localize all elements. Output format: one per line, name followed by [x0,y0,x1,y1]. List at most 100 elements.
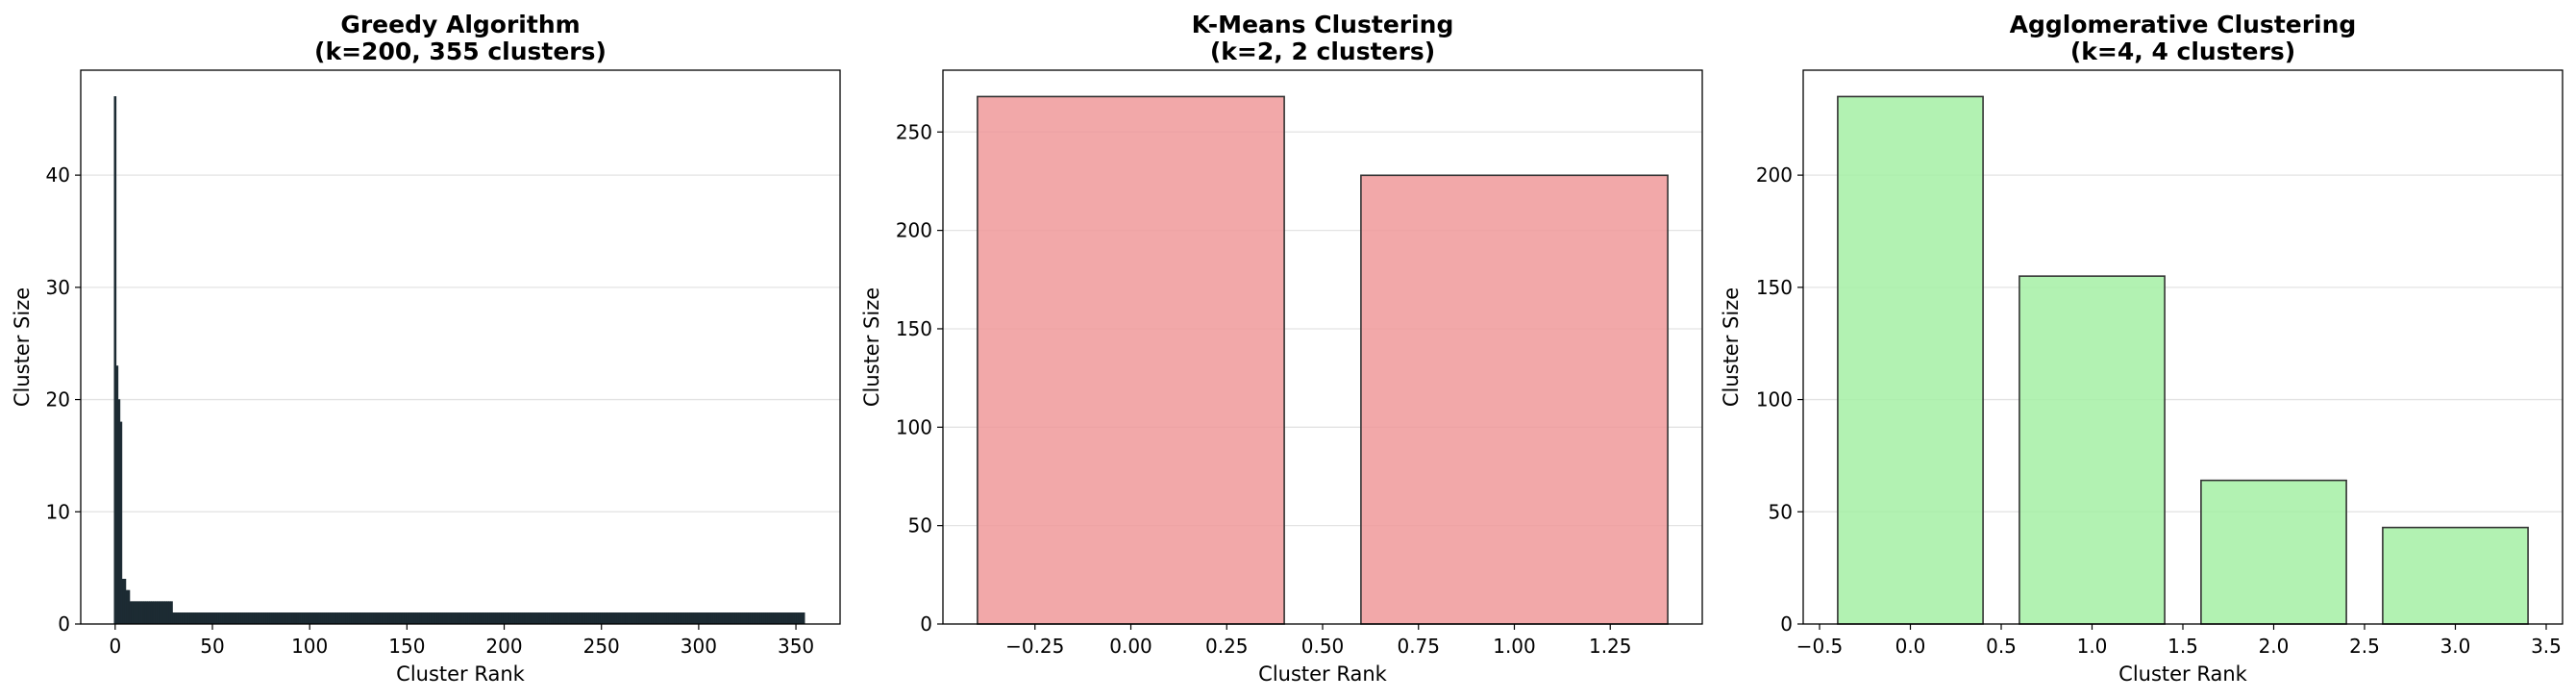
bar [738,612,741,625]
bar [252,612,255,625]
x-tick-label: 0.75 [1397,635,1440,658]
bar [228,612,232,625]
bar [479,612,483,625]
bar [475,612,479,625]
bar [374,612,378,625]
chart-title-line1: Agglomerative Clustering [2010,11,2357,38]
bar [302,612,306,625]
bar [718,612,722,625]
bar [133,601,136,625]
bar [256,612,259,625]
bar [440,612,444,625]
y-tick-label: 10 [46,500,70,523]
y-tick-label: 100 [1756,388,1793,412]
bar [632,612,636,625]
bar [594,612,597,625]
bar [419,612,422,625]
bar [180,612,183,625]
bar [220,612,224,625]
bar [326,612,329,625]
bar [463,612,467,625]
x-tick-label: 3.5 [2531,635,2562,658]
bar [607,612,611,625]
bar [763,612,766,625]
bar [613,612,617,625]
bar [238,612,241,625]
bar [483,612,486,625]
bar [172,612,175,625]
x-tick-label: 0 [109,635,121,658]
bar [248,612,251,625]
bar [759,612,762,625]
bar [609,612,613,625]
bar [273,612,277,625]
bar [232,612,235,625]
bar [359,612,362,625]
bar [596,612,599,625]
bar [328,612,331,625]
x-tick-label: 100 [291,635,328,658]
bar [648,612,652,625]
bar [389,612,393,625]
bar [436,612,440,625]
bar [281,612,285,625]
bar [560,612,564,625]
bar [334,612,336,625]
bar [602,612,606,625]
bar [779,612,782,625]
bar [311,612,315,625]
bar [553,612,557,625]
bar [461,612,465,625]
bar [592,612,595,625]
bar [310,612,313,625]
bar [150,601,154,625]
bar [191,612,195,625]
bar [119,421,123,625]
bar [296,612,300,625]
bar [678,612,681,625]
bar [798,612,802,625]
bar [341,612,344,625]
bar [197,612,201,625]
bar [683,612,687,625]
bar [131,601,135,625]
bar [712,612,716,625]
bar [512,612,515,625]
y-ticks-group: 0 10 20 30 40 [46,163,81,636]
x-ticks-group: −0.25 0.00 0.25 0.50 0.75 1.00 1.25 [1005,624,1632,658]
bar [123,579,127,625]
bar [138,601,142,625]
bar [619,612,623,625]
bar [384,612,387,625]
bar [214,612,218,625]
bar [456,612,459,625]
bar [184,612,186,625]
bar [590,612,593,625]
bar [555,612,558,625]
bar [115,365,119,625]
bar [254,612,257,625]
bar [571,612,574,625]
bar [802,612,805,625]
bar [152,601,156,625]
bar [514,612,517,625]
bar [503,612,506,625]
x-tick-label: 0.0 [1895,635,1926,658]
bar [434,612,438,625]
bar [497,612,500,625]
bar [182,612,185,625]
bar [473,612,477,625]
bar [178,612,181,625]
bar [796,612,800,625]
chart-title-line1: K-Means Clustering [1192,11,1454,38]
bar [491,612,494,625]
bar [2019,275,2166,625]
bar [199,612,203,625]
bar [431,612,433,625]
bar [218,612,222,625]
bar [551,612,555,625]
bar [703,612,706,625]
bar [493,612,496,625]
bar [522,612,526,625]
bar [351,612,355,625]
